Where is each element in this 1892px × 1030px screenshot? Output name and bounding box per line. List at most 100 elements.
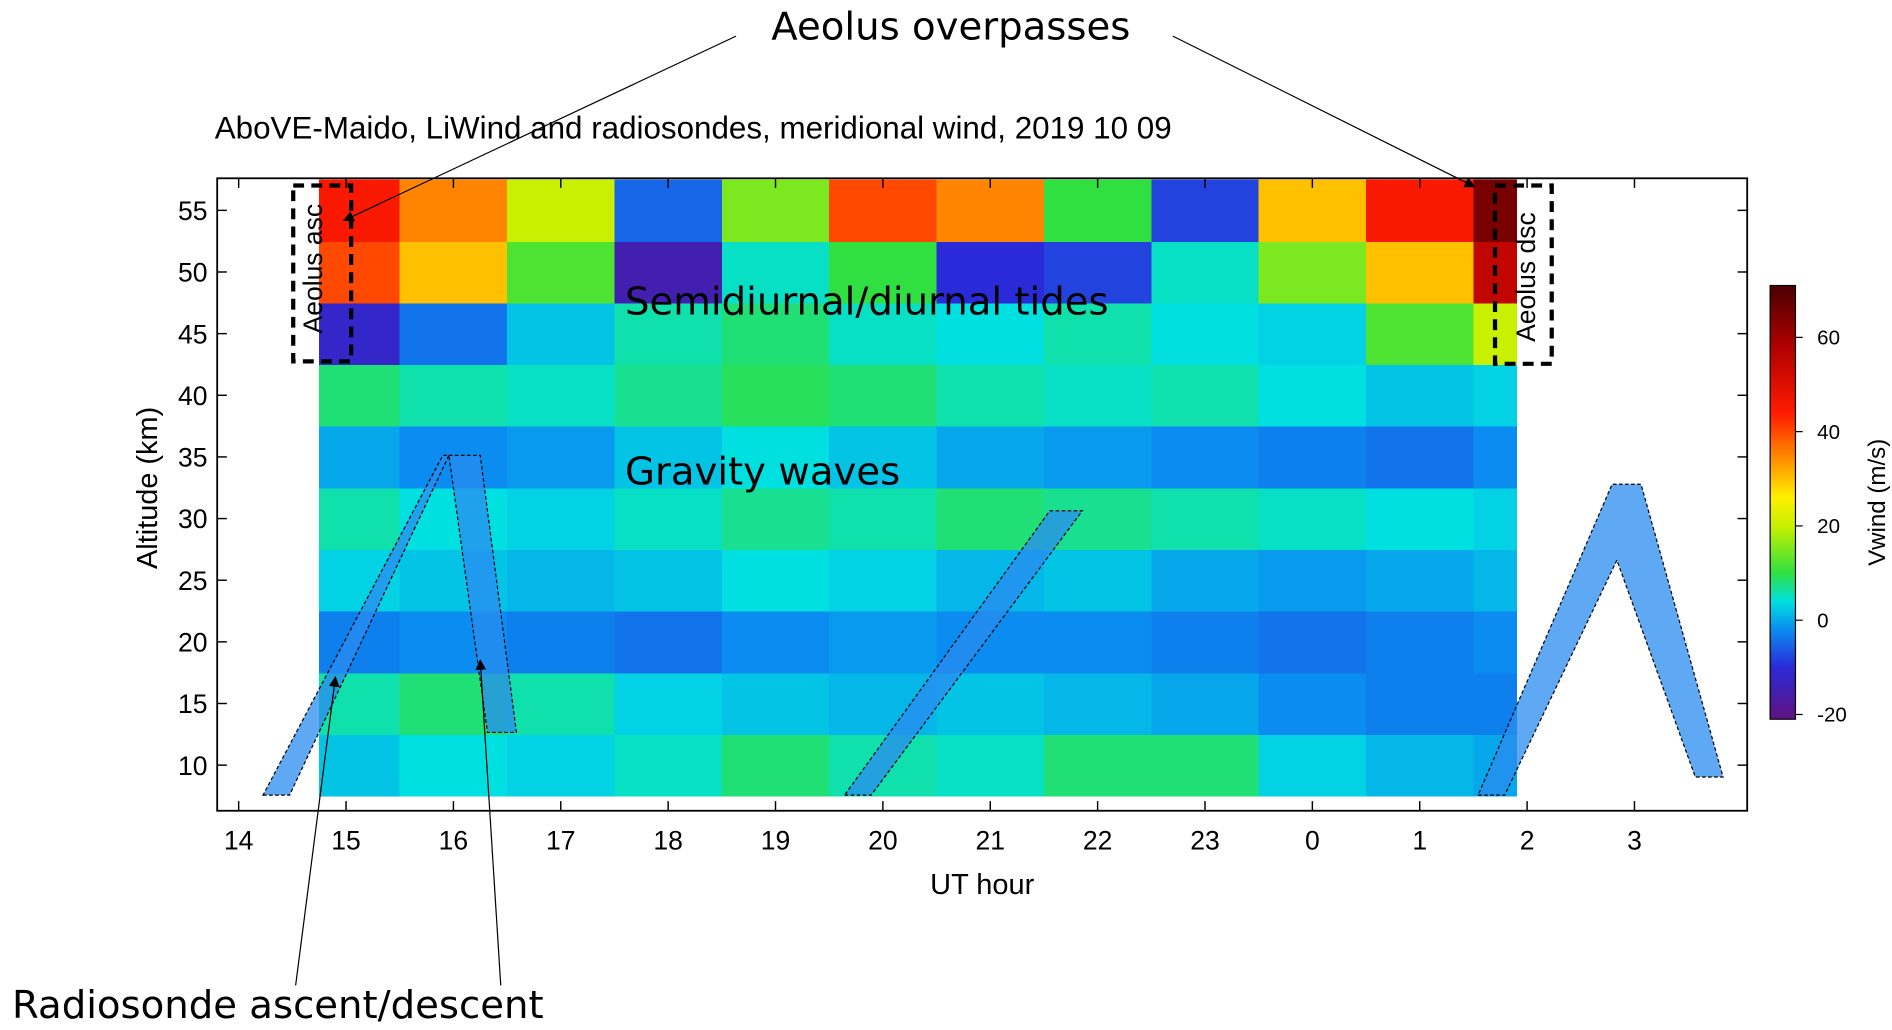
heatmap-cell (507, 672, 616, 735)
heatmap-cell (1473, 302, 1517, 366)
x-tick-label: 2 (1520, 825, 1535, 855)
y-tick-label: 20 (178, 628, 208, 658)
radiosonde-track (448, 454, 518, 734)
annotation: Radiosonde ascent/descent (12, 983, 544, 1028)
heatmap-cell (1151, 426, 1260, 489)
x-axis-label: UT hour (930, 869, 1034, 901)
heatmap-cell (1258, 426, 1367, 489)
y-tick-label: 35 (178, 443, 208, 473)
heatmap-cell (319, 179, 401, 242)
y-tick-label: 45 (178, 319, 208, 349)
x-tick-label: 23 (1190, 825, 1220, 855)
radiosonde-tracks (262, 454, 1724, 796)
heatmap-cell (936, 179, 1045, 242)
arrow (342, 35, 737, 222)
axes: 14 15 16 17 18 19 20 21 22 23 0 1 2 31015202530354045… (178, 178, 1748, 855)
heatmap-cell (1151, 549, 1260, 612)
heatmap-cell (936, 241, 1045, 304)
heatmap-cell (1043, 426, 1152, 489)
heatmap-cell (507, 549, 616, 612)
heatmap-cell (614, 241, 723, 304)
heatmap-cell (1473, 426, 1517, 489)
x-tick-label: 18 (653, 825, 683, 855)
heatmap-cell (721, 549, 830, 612)
colorbar-label: Vwind (m/s) (1864, 439, 1891, 566)
heatmap-cell (1366, 487, 1475, 550)
heatmap-cell (614, 302, 723, 366)
heatmap-cell (1258, 549, 1367, 612)
heatmap-cell (507, 734, 616, 797)
heatmap-cell (1473, 611, 1517, 674)
heatmap-cell (829, 611, 938, 674)
heatmap-cell (399, 179, 508, 242)
colorbar-tick-label: 40 (1817, 421, 1840, 444)
arrow (1172, 35, 1476, 188)
heatmap-cell (829, 426, 938, 489)
heatmap-cell (1366, 241, 1475, 304)
heatmap-cell (319, 734, 401, 797)
heatmap-cell (829, 302, 938, 366)
heatmap-cell (721, 487, 830, 550)
heatmap-cell (1258, 672, 1367, 735)
heatmap-cell (721, 179, 830, 242)
heatmap-cell (721, 734, 830, 797)
chart-title: AboVE-Maido, LiWind and radiosondes, mer… (215, 111, 1172, 146)
annotation: Aeolus overpasses (771, 5, 1130, 50)
aeolus-box (291, 183, 354, 364)
heatmap-cell (319, 426, 401, 489)
heatmap-cell (319, 364, 401, 427)
heatmap-cell (1043, 672, 1152, 735)
heatmap-cell (721, 611, 830, 674)
heatmap-cell (1151, 487, 1260, 550)
arrow (475, 659, 502, 986)
heatmap-cell (507, 611, 616, 674)
heatmap-cell (1366, 672, 1475, 735)
aeolus-box (1492, 183, 1554, 366)
x-tick-label: 1 (1412, 825, 1427, 855)
annotations: Aeolus overpasses Semidiurnal/diurnal ti… (12, 5, 1554, 1028)
heatmap-cell (1258, 611, 1367, 674)
heatmap-cell (829, 364, 938, 427)
heatmap-cell (399, 364, 508, 427)
heatmap-cell (1151, 734, 1260, 797)
heatmap-cell (1258, 241, 1367, 304)
heatmap-cell (1043, 302, 1152, 366)
heatmap-cell (1043, 734, 1152, 797)
heatmap-cell (1258, 734, 1367, 797)
heatmap-cell (614, 611, 723, 674)
heatmap-cell (614, 672, 723, 735)
heatmap-cell (399, 734, 508, 797)
heatmap-cell (319, 241, 401, 304)
x-tick-label: 0 (1305, 825, 1320, 855)
heatmap-cell (1151, 179, 1260, 242)
heatmap-cell (319, 302, 401, 366)
x-tick-label: 22 (1083, 825, 1113, 855)
heatmap-cell (1366, 179, 1475, 242)
heatmap-cell (507, 426, 616, 489)
heatmap-cell (614, 734, 723, 797)
heatmap-cell (1151, 302, 1260, 366)
heatmap-cell (1258, 302, 1367, 366)
heatmap-cell (507, 179, 616, 242)
heatmap (319, 179, 1517, 797)
heatmap-cell (936, 364, 1045, 427)
heatmap-cell (1258, 487, 1367, 550)
heatmap-cell (399, 302, 508, 366)
y-tick-label: 15 (178, 689, 208, 719)
heatmap-cell (1043, 549, 1152, 612)
annotation: Gravity waves (625, 449, 900, 494)
y-tick-label: 25 (178, 566, 208, 596)
heatmap-cell (721, 302, 830, 366)
y-tick-label: 40 (178, 381, 208, 411)
heatmap-cell (721, 364, 830, 427)
x-tick-label: 19 (761, 825, 791, 855)
heatmap-cell (1366, 734, 1475, 797)
heatmap-cell (614, 426, 723, 489)
radiosonde-track (262, 454, 450, 796)
heatmap-cell (829, 241, 938, 304)
heatmap-cell (1043, 179, 1152, 242)
heatmap-cell (1151, 241, 1260, 304)
x-tick-label: 21 (975, 825, 1005, 855)
colorbar-tick-label: 20 (1817, 515, 1840, 538)
x-tick-label: 15 (331, 825, 361, 855)
